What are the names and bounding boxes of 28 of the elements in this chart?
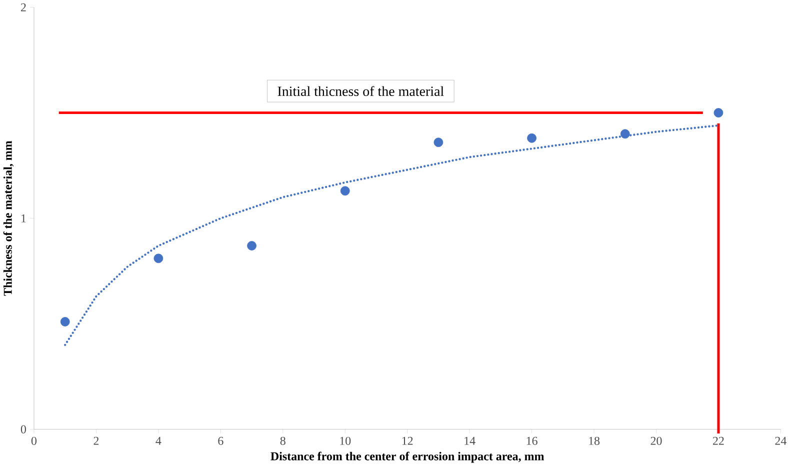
- x-tick-label: 18: [589, 436, 600, 445]
- x-tick-label: 8: [280, 436, 286, 445]
- x-tick-label: 10: [340, 436, 351, 445]
- x-tick-label: 20: [650, 436, 662, 445]
- x-tick-label: 14: [464, 436, 476, 445]
- x-tick-label: 0: [31, 436, 37, 445]
- point: [340, 186, 350, 196]
- point: [620, 129, 630, 139]
- point: [434, 138, 444, 147]
- x-tick-label: 22: [713, 436, 724, 445]
- point: [60, 316, 70, 326]
- x-tick-label: 12: [402, 436, 413, 445]
- point: [527, 133, 536, 143]
- x-tick-label: 2: [94, 436, 99, 445]
- y-tick-label: 0: [20, 425, 26, 434]
- x-tick-label: 4: [156, 436, 162, 445]
- x-tick-label: 16: [526, 436, 538, 445]
- x-tick-label: 24: [775, 436, 786, 445]
- point: [714, 108, 724, 118]
- point: [154, 254, 164, 264]
- x-axis-title: Distance from the center of errosion impact area, mm: [270, 452, 544, 463]
- point: [247, 240, 256, 250]
- y-axis-title: Thickness of the material, mm: [3, 140, 14, 296]
- y-tick-label: 1: [22, 214, 26, 222]
- ref-line-label: Initial thicness of the material: [278, 86, 444, 96]
- line-series: [64, 124, 720, 346]
- x-tick-label: 6: [218, 436, 224, 445]
- y-tick-label: 2: [21, 3, 26, 12]
